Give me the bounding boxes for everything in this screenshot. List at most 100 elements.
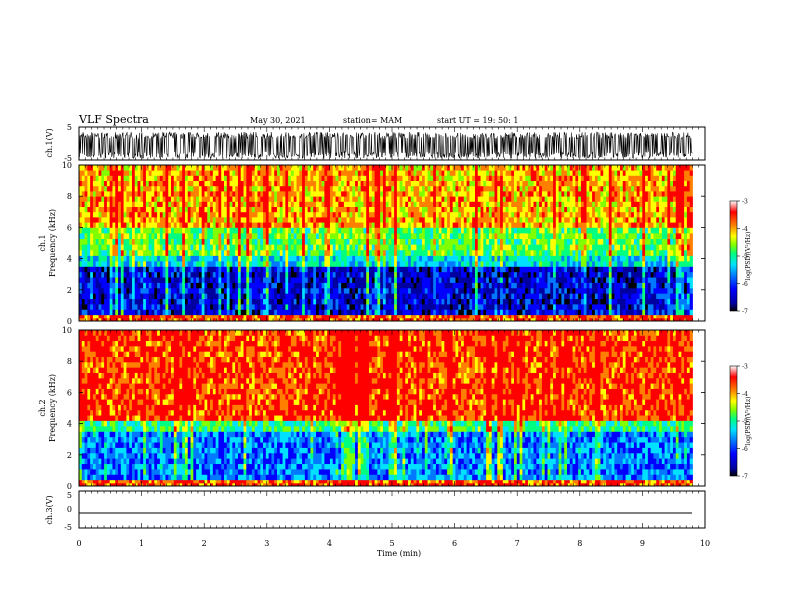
spectrogram-cell	[318, 191, 322, 197]
spectrogram-cell	[218, 317, 222, 322]
spectrogram-cell	[355, 201, 359, 207]
spectrogram-cell	[79, 196, 83, 202]
spectrogram-cell	[363, 266, 367, 273]
spectrogram-cell	[240, 185, 244, 192]
spectrogram-cell	[79, 211, 83, 218]
spectrogram-cell	[140, 260, 144, 267]
spectrogram-cell	[410, 293, 415, 300]
spectrogram-cell	[335, 277, 339, 283]
spectrogram-cell	[369, 206, 373, 213]
spectrogram-cell	[254, 260, 258, 267]
spectrogram-cell	[377, 233, 381, 240]
spectrogram-cell	[251, 170, 256, 176]
spectrogram-cell	[307, 293, 311, 300]
ch1-waveform-ylabel: ch.1(V)	[45, 128, 54, 157]
spectrogram-cell	[472, 255, 476, 262]
spectrogram-cell	[235, 298, 239, 305]
spectrogram-cell	[421, 227, 426, 234]
spectrogram-cell	[452, 309, 456, 316]
spectrogram-cell	[352, 271, 356, 278]
spectrogram-cell	[304, 175, 309, 181]
spectrogram-cell	[215, 180, 219, 187]
spectrogram-cell	[182, 249, 186, 256]
spectrogram-cell	[388, 304, 392, 310]
spectrogram-cell	[251, 191, 256, 197]
spectrogram-cell	[332, 314, 336, 319]
spectrogram-cell	[307, 217, 311, 223]
spectrogram-cell	[193, 238, 197, 245]
spectrogram-cell	[171, 309, 175, 316]
spectrogram-cell	[514, 201, 518, 207]
spectrogram-cell	[151, 249, 155, 256]
spectrogram-cell	[274, 255, 278, 262]
spectrogram-cell	[182, 317, 186, 322]
spectrogram-cell	[260, 211, 264, 218]
spectrogram-cell	[137, 309, 141, 316]
spectrogram-cell	[480, 233, 484, 240]
spectrogram-cell	[226, 271, 230, 278]
spectrogram-cell	[232, 260, 236, 267]
spectrogram-cell	[212, 211, 217, 218]
spectrogram-cell	[240, 282, 244, 289]
spectrogram-cell	[488, 191, 493, 197]
spectrogram-cell	[240, 233, 244, 240]
spectrogram-cell	[455, 277, 459, 283]
spectrogram-cell	[118, 206, 122, 213]
spectrogram-cell	[469, 196, 473, 202]
spectrogram-cell	[413, 206, 417, 213]
spectrogram-cell	[421, 293, 426, 300]
spectrogram-cell	[430, 287, 434, 294]
spectrogram-cell	[98, 271, 102, 278]
spectrogram-cell	[274, 201, 278, 207]
spectrogram-cell	[371, 260, 375, 267]
spectrogram-cell	[218, 191, 222, 197]
spectrogram-cell	[491, 217, 495, 223]
spectrogram-cell	[402, 287, 406, 294]
spectrogram-cell	[276, 317, 281, 322]
spectrogram-cell	[101, 233, 105, 240]
spectrogram-cell	[402, 222, 406, 228]
spectrogram-cell	[380, 298, 384, 305]
spectrogram-cell	[382, 244, 387, 251]
spectrogram-cell	[302, 238, 306, 245]
spectrogram-cell	[109, 309, 113, 316]
spectrogram-cell	[382, 260, 387, 267]
spectrogram-cell	[536, 217, 540, 223]
spectrogram-cell	[355, 260, 359, 267]
spectrogram-cell	[357, 206, 362, 213]
spectrogram-cell	[288, 191, 292, 197]
spectrogram-cell	[424, 227, 428, 234]
spectrogram-cell	[427, 260, 431, 267]
spectrogram-cell	[151, 282, 155, 289]
spectrogram-cell	[84, 249, 88, 256]
spectrogram-cell	[218, 277, 222, 283]
spectrogram-cell	[190, 201, 194, 207]
spectrogram-cell	[157, 175, 161, 181]
spectrogram-cell	[251, 298, 256, 305]
spectrogram-cell	[212, 255, 217, 262]
spectrogram-cell	[430, 260, 434, 267]
spectrogram-cell	[276, 227, 281, 234]
spectrogram-cell	[112, 233, 116, 240]
spectrogram-cell	[87, 287, 91, 294]
spectrogram-cell	[276, 201, 281, 207]
spectrogram-cell	[366, 260, 370, 267]
spectrogram-cell	[363, 249, 367, 256]
spectrogram-cell	[396, 238, 401, 245]
spectrogram-cell	[491, 282, 495, 289]
spectrogram-cell	[483, 227, 487, 234]
spectrogram-cell	[182, 217, 186, 223]
spectrogram-cell	[109, 244, 113, 251]
spectrogram-cell	[137, 314, 141, 319]
spectrogram-cell	[215, 255, 219, 262]
spectrogram-cell	[184, 298, 189, 305]
spectrogram-cell	[126, 271, 130, 278]
spectrogram-cell	[435, 266, 440, 273]
spectrogram-cell	[221, 314, 225, 319]
spectrogram-cell	[131, 211, 136, 218]
spectrogram-cell	[530, 233, 534, 240]
spectrogram-cell	[396, 175, 401, 181]
spectrogram-cell	[352, 222, 356, 228]
spectrogram-cell	[237, 260, 242, 267]
spectrogram-cell	[327, 249, 331, 256]
